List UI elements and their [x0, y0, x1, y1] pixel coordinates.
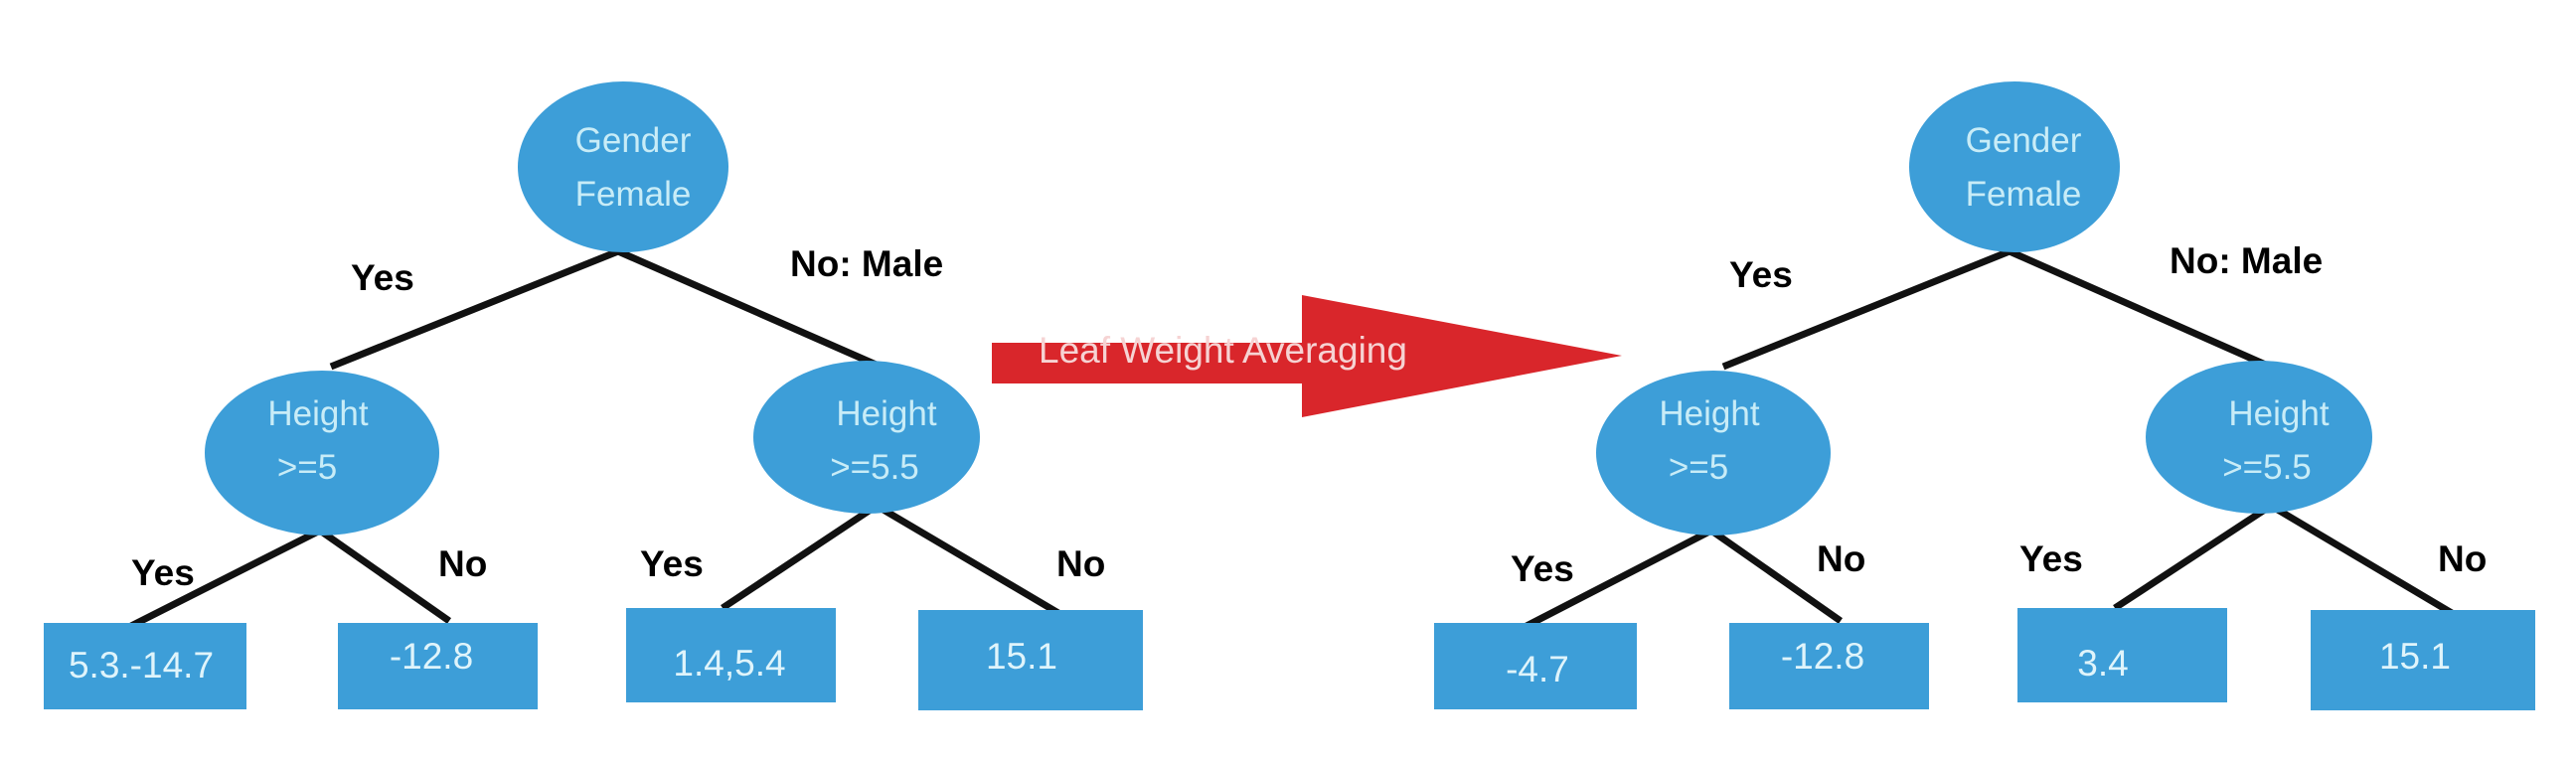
edge-label-no: No: [438, 543, 487, 584]
edge-root-left: [329, 247, 620, 371]
leaf-value: 15.1: [2379, 636, 2451, 677]
leaf-node: 15.1: [2311, 610, 2535, 710]
leaf-value: 1.4,5.4: [673, 643, 785, 684]
edge-root-left: [1721, 247, 2012, 371]
edge-label-yes: Yes: [1729, 254, 1793, 295]
edge-right-yes: [2113, 503, 2273, 611]
leaf-node: 5.3.-14.7: [44, 623, 246, 709]
edge-label-yes: Yes: [131, 552, 195, 593]
leaf-node: 15.1: [918, 610, 1143, 710]
split-right-line2: >=5.5: [830, 448, 919, 487]
split-node-right: Height >=5.5: [753, 361, 980, 514]
edge-label-no: No: [1817, 538, 1865, 579]
edge-right-no: [875, 502, 1065, 620]
edge-left-no: [1708, 528, 1844, 624]
root-label-line1: Gender: [1966, 121, 2082, 160]
leaf-node: -12.8: [338, 623, 538, 709]
split-node-right: Height >=5.5: [2146, 361, 2372, 514]
split-left-line1: Height: [1659, 394, 1759, 433]
split-right-line2: >=5.5: [2222, 448, 2312, 487]
leaf-value: -12.8: [390, 636, 473, 677]
edge-root-right: [2008, 247, 2272, 371]
edge-label-yes: Yes: [2019, 538, 2083, 579]
leaf-node: -4.7: [1434, 623, 1637, 709]
right-arrow-icon: Leaf Weight Averaging: [992, 295, 1622, 417]
leaf-node: 3.4: [2017, 608, 2227, 702]
root-label-line2: Female: [575, 175, 692, 214]
split-node-left: Height >=5: [205, 371, 439, 535]
edge-left-no: [317, 528, 452, 624]
root-label-line1: Gender: [575, 121, 692, 160]
edge-label-no-male: No: Male: [790, 243, 943, 284]
split-left-line2: >=5: [277, 448, 337, 487]
edge-label-no-male: No: Male: [2170, 240, 2323, 281]
leaf-value: 15.1: [986, 636, 1057, 677]
leaf-value: -4.7: [1506, 649, 1569, 689]
edge-label-no: No: [1056, 543, 1105, 584]
edge-root-right: [616, 247, 883, 371]
edge-label-no: No: [2438, 538, 2487, 579]
edge-right-no: [2269, 502, 2459, 620]
leaf-node: -12.8: [1729, 623, 1929, 709]
edge-label-yes: Yes: [351, 257, 414, 298]
edge-right-yes: [721, 503, 879, 611]
tree-right: Gender Female Height >=5 Height >=5.5 -4…: [1434, 81, 2535, 710]
edge-left-yes: [1525, 527, 1713, 630]
tree-left: Gender Female Height >=5 Height >=5.5 5.…: [44, 81, 1143, 710]
split-left-line1: Height: [267, 394, 368, 433]
arrow-label: Leaf Weight Averaging: [1039, 330, 1407, 371]
root-node: Gender Female: [518, 81, 728, 252]
leaf-value: -12.8: [1781, 636, 1864, 677]
root-node: Gender Female: [1909, 81, 2120, 252]
leaf-value: 5.3.-14.7: [69, 645, 214, 686]
split-node-left: Height >=5: [1596, 371, 1831, 535]
edge-left-yes: [129, 527, 322, 630]
root-label-line2: Female: [1966, 175, 2082, 214]
edge-label-yes: Yes: [640, 543, 704, 584]
leaf-node: 1.4,5.4: [626, 608, 836, 702]
split-left-line2: >=5: [1669, 448, 1728, 487]
split-right-line1: Height: [2228, 394, 2329, 433]
edge-label-yes: Yes: [1511, 548, 1574, 589]
leaf-value: 3.4: [2077, 643, 2128, 684]
split-right-line1: Height: [836, 394, 936, 433]
